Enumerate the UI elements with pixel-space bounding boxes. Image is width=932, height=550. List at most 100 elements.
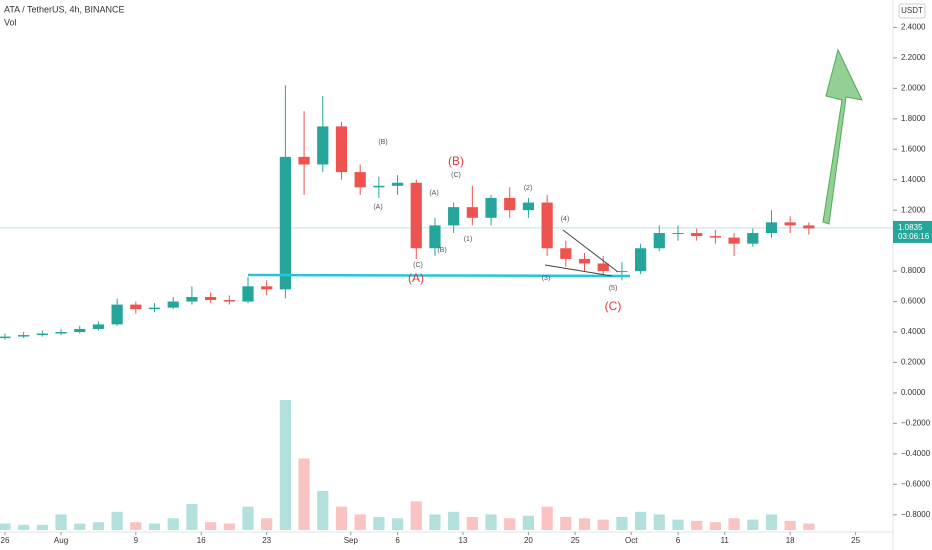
volume-bar [578, 518, 591, 530]
annotation: (2) [524, 185, 533, 192]
candle-body [36, 333, 48, 336]
candle-body [148, 307, 161, 310]
wedge-line [562, 229, 619, 273]
candle-body [261, 286, 273, 290]
y-tick-label: 2.2000 [901, 53, 926, 62]
candle-body [317, 126, 329, 165]
volume-bar [765, 514, 778, 530]
volume-bar [803, 523, 815, 530]
x-tick-label: 13 [459, 536, 468, 545]
candle-body [335, 126, 348, 173]
candle-body [784, 222, 796, 226]
y-tick-label: 1.2000 [901, 205, 926, 214]
candle-body [691, 233, 703, 237]
annotation: (A) [429, 190, 438, 197]
candle-body [672, 233, 684, 235]
candle-body [578, 258, 591, 264]
countdown-label: 03:06:16 [898, 232, 930, 241]
annotation: (3) [542, 275, 551, 282]
volume-bar [298, 458, 310, 530]
annotations: (B) (A) (B) (C) (A) (B) (1) (2) (C) (A) … [373, 139, 621, 313]
volume-bar [111, 511, 123, 530]
volume-bar [354, 514, 366, 530]
volume-bar [18, 524, 30, 530]
volume-bar [186, 504, 198, 530]
y-tick-label: 0.8000 [901, 266, 926, 275]
volume-bar [204, 522, 217, 530]
volume-bar [74, 523, 86, 530]
volume-bar [391, 518, 404, 530]
annotation: (A) [373, 204, 382, 211]
candle-body [429, 225, 441, 249]
volume-bar [485, 514, 497, 530]
candle-body [373, 185, 385, 188]
y-tick-label: −0.8000 [901, 510, 931, 519]
candle-body [728, 237, 740, 244]
volume-bar [410, 501, 422, 530]
y-tick-label: 1.4000 [901, 175, 926, 184]
volume-bar [261, 518, 273, 530]
title: ATA / TetherUS, 4h, BINANCE [4, 4, 125, 14]
annotation: (B) [437, 247, 446, 254]
candle-body [223, 300, 235, 302]
volume-bar [92, 522, 105, 530]
x-tick-label: 9 [134, 536, 139, 545]
x-tick-label: 23 [262, 536, 271, 545]
candle-body [298, 156, 310, 165]
candle-body [186, 296, 198, 302]
annotation: (B) [448, 154, 464, 168]
candle-body [616, 271, 628, 273]
volume-bar [504, 518, 516, 530]
y-tick-label: 0.0000 [901, 388, 926, 397]
candle-body [111, 304, 123, 325]
candle-body [0, 336, 11, 339]
candle-body [354, 172, 366, 188]
volume-bar [560, 517, 572, 530]
x-tick-label: 18 [786, 536, 795, 545]
y-tick-label: 1.6000 [901, 144, 926, 153]
annotation: (C) [605, 299, 622, 313]
candle-body [485, 197, 497, 218]
candle-body [522, 202, 535, 211]
candle-body [448, 207, 460, 226]
x-tick-label: Aug [54, 536, 68, 545]
volume-bar [148, 523, 161, 530]
x-tick-label: Sep [344, 536, 359, 545]
candle-body [242, 286, 254, 302]
volume-bar [279, 400, 291, 530]
candle-body [92, 324, 105, 329]
volume-bar [672, 519, 684, 530]
volume-bar [36, 524, 48, 530]
annotation: (1) [464, 236, 473, 243]
x-tick-label: 26 [1, 536, 10, 545]
candle-body [466, 207, 478, 218]
annotation: (4) [561, 216, 570, 223]
candle-body [204, 296, 217, 301]
volume-bar [616, 517, 628, 530]
volume-bar [429, 514, 441, 530]
candle-body [279, 156, 291, 290]
candle-body [597, 263, 609, 272]
volume-bar [728, 518, 740, 530]
subtitle: Vol [4, 17, 17, 27]
candle-body [634, 248, 647, 272]
volume-bar [335, 506, 348, 530]
volume-bar [448, 511, 460, 530]
x-tick-label: 25 [851, 536, 860, 545]
volume-bar [784, 520, 796, 530]
support-line [247, 273, 631, 278]
annotation: (C) [451, 172, 461, 179]
candle-body [709, 236, 721, 238]
marks [0, 85, 815, 530]
x-tick-label: 6 [676, 536, 681, 545]
volume-bar [130, 522, 142, 530]
x-tick-label: 20 [524, 536, 533, 545]
volume-bar [0, 523, 11, 530]
candle-body [747, 233, 759, 244]
annotation: (B) [378, 139, 387, 146]
candle-body [18, 335, 30, 337]
volume-bar [317, 491, 329, 530]
y-tick-label: 0.2000 [901, 358, 926, 367]
volume-bar [709, 522, 721, 530]
